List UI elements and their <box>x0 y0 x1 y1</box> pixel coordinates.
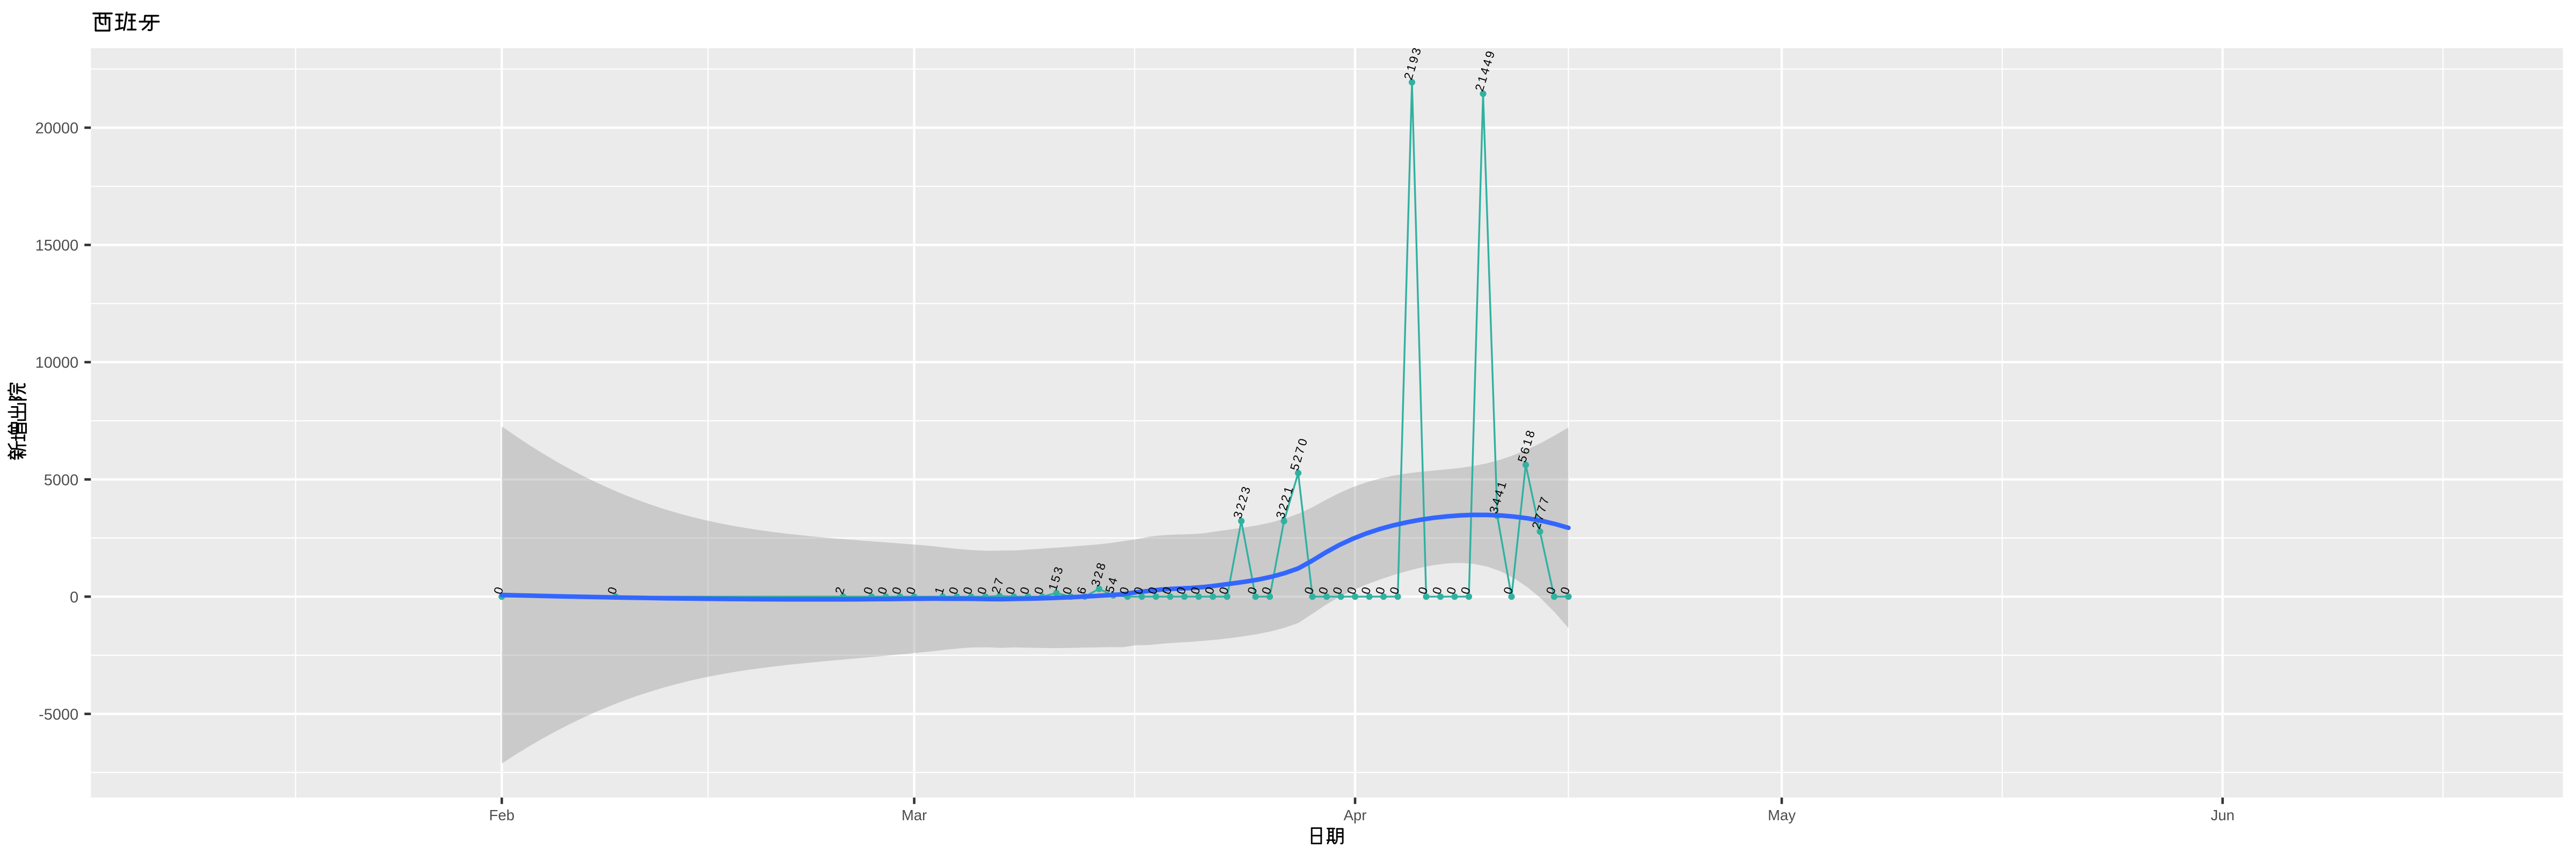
svg-text:Apr: Apr <box>1344 807 1367 823</box>
svg-text:0: 0 <box>904 584 919 596</box>
svg-text:0: 0 <box>1031 584 1047 596</box>
svg-text:0: 0 <box>1259 584 1275 596</box>
svg-text:0: 0 <box>946 584 962 596</box>
svg-text:20000: 20000 <box>35 120 79 137</box>
svg-text:0: 0 <box>1188 584 1204 596</box>
svg-text:0: 0 <box>1060 584 1075 596</box>
svg-text:0: 0 <box>1373 584 1388 596</box>
svg-text:0: 0 <box>961 584 976 596</box>
svg-text:-5000: -5000 <box>39 706 78 723</box>
svg-text:0: 0 <box>1018 584 1033 596</box>
svg-text:0: 0 <box>1444 584 1460 596</box>
svg-text:0: 0 <box>1145 584 1161 596</box>
svg-text:Jun: Jun <box>2211 807 2234 823</box>
svg-text:0: 0 <box>1131 584 1147 596</box>
svg-text:0: 0 <box>1316 584 1331 596</box>
svg-text:Mar: Mar <box>902 807 927 823</box>
svg-text:0: 0 <box>1117 584 1132 596</box>
svg-text:0: 0 <box>1359 584 1374 596</box>
svg-text:0: 0 <box>1416 584 1431 596</box>
svg-text:0: 0 <box>861 584 876 596</box>
svg-text:0: 0 <box>605 584 620 596</box>
svg-text:Feb: Feb <box>489 807 514 823</box>
svg-text:0: 0 <box>1160 584 1175 596</box>
svg-text:0: 0 <box>1302 584 1318 596</box>
svg-text:1: 1 <box>932 584 948 596</box>
svg-text:0: 0 <box>1245 584 1261 596</box>
svg-text:0: 0 <box>889 584 905 596</box>
svg-text:0: 0 <box>975 584 990 596</box>
svg-text:0: 0 <box>1344 584 1360 596</box>
svg-text:0: 0 <box>1501 584 1517 596</box>
svg-text:0: 0 <box>1558 584 1574 596</box>
svg-text:10000: 10000 <box>35 355 79 372</box>
svg-text:0: 0 <box>1003 584 1019 596</box>
svg-text:2: 2 <box>832 584 848 596</box>
svg-text:15000: 15000 <box>35 237 79 254</box>
svg-text:5000: 5000 <box>44 472 79 489</box>
svg-text:0: 0 <box>1430 584 1445 596</box>
svg-text:0: 0 <box>1217 584 1232 596</box>
svg-text:0: 0 <box>1330 584 1346 596</box>
svg-text:0: 0 <box>875 584 891 596</box>
svg-text:0: 0 <box>491 584 507 596</box>
svg-text:0: 0 <box>1543 584 1559 596</box>
svg-text:0: 0 <box>1174 584 1189 596</box>
svg-text:0: 0 <box>1387 584 1403 596</box>
svg-text:0: 0 <box>70 589 78 606</box>
svg-text:0: 0 <box>1202 584 1218 596</box>
svg-text:0: 0 <box>1458 584 1474 596</box>
svg-text:6: 6 <box>1074 584 1090 596</box>
svg-text:May: May <box>1768 807 1796 823</box>
